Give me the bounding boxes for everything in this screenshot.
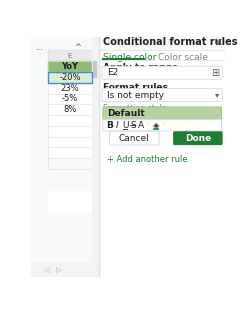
Text: Apply to range: Apply to range xyxy=(103,63,178,72)
Text: ·: · xyxy=(146,120,149,130)
Bar xyxy=(92,37,97,277)
Bar xyxy=(48,72,92,83)
Text: ...: ... xyxy=(35,43,43,52)
Bar xyxy=(48,191,92,201)
Text: Single color: Single color xyxy=(103,53,157,63)
FancyBboxPatch shape xyxy=(103,119,222,131)
Bar xyxy=(48,72,92,83)
Bar xyxy=(48,126,92,137)
FancyBboxPatch shape xyxy=(103,107,222,119)
FancyBboxPatch shape xyxy=(102,66,222,79)
Text: Is not empty: Is not empty xyxy=(107,91,164,100)
FancyBboxPatch shape xyxy=(110,131,159,145)
Text: ^: ^ xyxy=(74,43,81,52)
Text: A: A xyxy=(138,121,144,130)
Text: 23%: 23% xyxy=(61,84,79,93)
Bar xyxy=(48,104,92,115)
Text: B: B xyxy=(106,121,113,130)
Bar xyxy=(48,83,92,94)
Bar xyxy=(31,37,100,277)
Bar xyxy=(48,147,92,158)
Text: ·: · xyxy=(162,120,166,130)
Text: Conditional format rules: Conditional format rules xyxy=(103,37,238,47)
Text: E: E xyxy=(68,53,72,59)
Text: I: I xyxy=(116,121,118,130)
Text: ◁: ◁ xyxy=(44,267,50,273)
Bar xyxy=(31,263,100,277)
Text: Format rules: Format rules xyxy=(103,83,168,92)
Bar xyxy=(100,37,225,50)
Bar xyxy=(48,50,92,61)
Bar xyxy=(48,61,92,72)
Bar xyxy=(48,201,92,212)
Text: E2: E2 xyxy=(107,68,118,77)
FancyBboxPatch shape xyxy=(173,131,223,145)
Text: ◈: ◈ xyxy=(153,121,159,130)
Bar xyxy=(48,94,92,104)
Text: Cancel: Cancel xyxy=(119,134,150,143)
Text: Format cells if...: Format cells if... xyxy=(103,90,164,99)
Text: 8%: 8% xyxy=(63,105,77,114)
Text: U: U xyxy=(122,121,128,130)
Text: -5%: -5% xyxy=(62,95,78,104)
Text: Done: Done xyxy=(185,134,211,143)
Bar xyxy=(48,115,92,126)
Text: ⊞: ⊞ xyxy=(211,68,219,78)
Text: ▷: ▷ xyxy=(56,267,61,273)
Bar xyxy=(93,61,96,77)
Text: Formatting style: Formatting style xyxy=(103,104,166,113)
Text: + Add another rule: + Add another rule xyxy=(107,155,188,164)
Text: ▾: ▾ xyxy=(214,91,219,100)
Bar xyxy=(48,137,92,147)
Text: Default: Default xyxy=(107,109,145,118)
Text: -20%: -20% xyxy=(59,73,81,82)
Text: S: S xyxy=(130,121,136,130)
Text: ×: × xyxy=(213,37,223,47)
FancyBboxPatch shape xyxy=(102,89,222,102)
Text: YoY: YoY xyxy=(62,62,78,71)
Text: Color scale: Color scale xyxy=(158,53,208,63)
